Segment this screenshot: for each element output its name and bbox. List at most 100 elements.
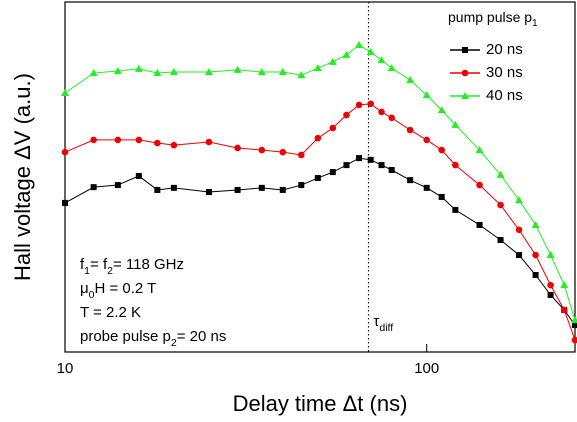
point — [170, 184, 177, 191]
point — [423, 136, 431, 144]
point — [89, 69, 98, 77]
point — [205, 138, 213, 146]
point — [135, 172, 142, 179]
point — [343, 162, 350, 169]
point — [476, 221, 483, 228]
reference-label-part: diff — [379, 322, 393, 334]
point — [387, 64, 396, 72]
point — [279, 186, 286, 193]
legend-label: 20 ns — [486, 41, 523, 58]
reference-label-part: τ — [373, 313, 379, 330]
point — [452, 161, 459, 169]
point — [258, 184, 265, 191]
point — [113, 66, 122, 74]
annotation-part: f — [80, 256, 85, 273]
point — [278, 68, 287, 75]
point — [560, 306, 568, 314]
point — [61, 89, 69, 96]
point — [204, 68, 213, 75]
annotation-part: 2 — [171, 337, 177, 349]
annotation: f1= f2= 118 GHz — [80, 256, 184, 277]
point — [356, 155, 363, 162]
point — [205, 189, 212, 196]
annotation-part: 1 — [84, 265, 90, 277]
point — [516, 252, 523, 259]
point — [367, 100, 374, 108]
point — [234, 144, 241, 152]
legend-marker — [461, 69, 469, 77]
point — [407, 177, 414, 184]
point — [377, 56, 386, 64]
point — [531, 220, 540, 228]
annotation: T = 2.2 K — [80, 304, 141, 321]
point — [170, 141, 178, 149]
annotation-part: = f — [90, 256, 108, 273]
series — [61, 41, 577, 324]
point — [257, 68, 266, 75]
point — [515, 226, 523, 234]
legend-marker — [462, 47, 468, 53]
point — [135, 136, 143, 144]
point — [571, 336, 577, 344]
point — [114, 136, 122, 144]
point — [406, 76, 415, 84]
point — [114, 182, 121, 189]
point — [388, 114, 395, 122]
reference-label: τdiff — [373, 313, 393, 334]
point — [154, 139, 161, 147]
point — [314, 175, 321, 182]
point — [298, 182, 305, 189]
point — [153, 69, 162, 77]
x-tick-label: 100 — [414, 360, 439, 377]
annotation-part: 2 — [107, 265, 113, 277]
point — [355, 41, 364, 49]
legend-title: pump pulse p1 — [448, 9, 538, 29]
point — [314, 134, 322, 142]
point — [515, 196, 524, 204]
annotation-part: 0 — [89, 289, 95, 301]
point — [423, 184, 430, 191]
point — [571, 316, 577, 324]
point — [343, 111, 350, 119]
point — [233, 65, 242, 73]
legend-title-part: pump pulse p — [448, 9, 532, 25]
point — [342, 50, 351, 58]
point — [355, 101, 363, 109]
point — [366, 48, 375, 56]
point — [329, 169, 336, 176]
point — [422, 91, 431, 99]
point — [547, 291, 554, 298]
point — [297, 151, 305, 159]
point — [438, 193, 445, 200]
series — [61, 100, 577, 344]
plot-frame — [64, 1, 576, 353]
point — [367, 156, 374, 163]
annotation-part: = 20 ns — [177, 328, 227, 345]
annotation-part: = 118 GHz — [113, 256, 184, 273]
point — [378, 162, 385, 169]
y-axis-label: Hall voltage ΔV (a.u.) — [10, 73, 35, 281]
point — [476, 181, 483, 189]
legend-marker — [461, 92, 469, 99]
x-tick-label: 10 — [57, 360, 74, 377]
point — [90, 184, 97, 191]
point — [61, 148, 69, 156]
point — [297, 71, 306, 79]
annotation-part: μ — [80, 280, 89, 297]
point — [258, 146, 266, 154]
point — [560, 281, 569, 289]
annotation: probe pulse p2= 20 ns — [80, 328, 226, 349]
point — [546, 251, 555, 259]
point — [572, 322, 577, 329]
legend-label: 30 ns — [486, 64, 523, 81]
point — [378, 108, 385, 116]
point — [475, 146, 484, 154]
point — [437, 106, 446, 114]
point — [406, 126, 414, 134]
point — [532, 272, 539, 278]
legend-label: 40 ns — [486, 87, 523, 104]
point — [234, 186, 241, 193]
point — [329, 124, 337, 132]
point — [438, 146, 445, 154]
